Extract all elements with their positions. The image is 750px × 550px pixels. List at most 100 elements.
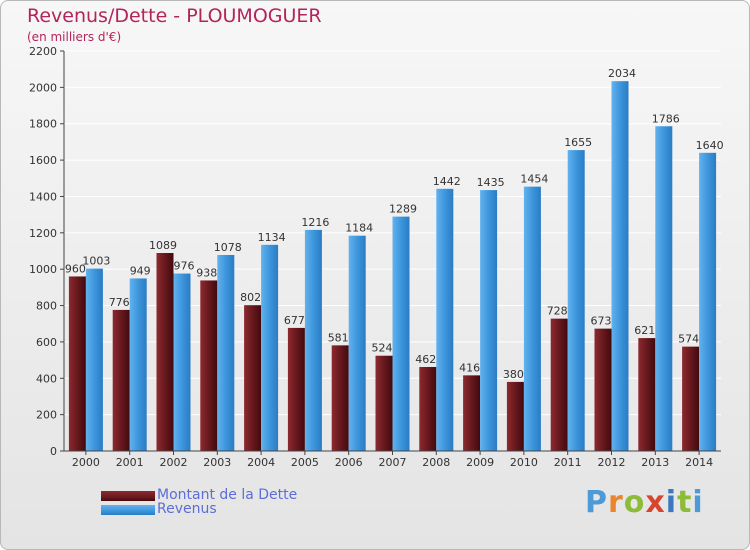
y-tick-label-200: 200 [36, 409, 57, 422]
value-label-debt-2005: 677 [284, 314, 305, 327]
y-tick-label-400: 400 [36, 372, 57, 385]
value-label-revenue-2000: 1003 [82, 255, 110, 268]
value-label-debt-2003: 938 [196, 266, 217, 279]
y-tick-label-1800: 1800 [29, 118, 57, 131]
y-tick-label-1200: 1200 [29, 227, 57, 240]
bar-revenue-2013 [655, 126, 673, 451]
y-tick-label-2200: 2200 [29, 45, 57, 58]
value-label-debt-2014: 574 [678, 333, 699, 346]
value-label-debt-2008: 462 [415, 353, 436, 366]
bar-revenue-2009 [480, 190, 498, 451]
value-label-revenue-2004: 1134 [258, 231, 286, 244]
value-label-revenue-2010: 1454 [520, 173, 548, 186]
value-label-revenue-2007: 1289 [389, 203, 417, 216]
x-tick-label-2011: 2011 [554, 456, 582, 469]
logo-letter: r [608, 485, 624, 520]
value-label-debt-2013: 621 [634, 324, 655, 337]
bar-revenue-2007 [392, 216, 410, 451]
value-label-debt-2010: 380 [503, 368, 524, 381]
bar-debt-2008 [419, 367, 437, 451]
value-label-revenue-2009: 1435 [477, 176, 505, 189]
x-tick-label-2008: 2008 [422, 456, 450, 469]
value-label-debt-2004: 802 [240, 291, 261, 304]
value-label-debt-2009: 416 [459, 361, 480, 374]
value-label-revenue-2006: 1184 [345, 222, 373, 235]
bar-revenue-2010 [523, 186, 541, 452]
bar-revenue-2004 [261, 244, 279, 451]
chart-title: Revenus/Dette - PLOUMOGUER [27, 5, 322, 27]
bar-revenue-2012 [611, 81, 629, 451]
value-label-revenue-2001: 949 [130, 264, 151, 277]
x-tick-label-2002: 2002 [160, 456, 188, 469]
bar-revenue-2000 [85, 268, 103, 451]
value-label-debt-2002: 1089 [149, 239, 177, 252]
y-tick-label-1000: 1000 [29, 263, 57, 276]
logo-letter: P [585, 485, 608, 520]
bar-debt-2004 [244, 305, 262, 451]
y-tick-label-0: 0 [50, 445, 57, 458]
bar-debt-2003 [200, 280, 218, 451]
x-tick-label-2012: 2012 [598, 456, 626, 469]
bar-debt-2011 [550, 318, 568, 451]
x-tick-label-2006: 2006 [335, 456, 363, 469]
x-tick-label-2010: 2010 [510, 456, 538, 469]
value-label-revenue-2012: 2034 [608, 67, 636, 80]
x-tick-label-2007: 2007 [379, 456, 407, 469]
value-label-debt-2006: 581 [328, 331, 349, 344]
legend-swatch-debt [101, 491, 155, 501]
value-label-revenue-2003: 1078 [214, 241, 242, 254]
bar-debt-2000 [68, 276, 86, 451]
x-tick-label-2005: 2005 [291, 456, 319, 469]
x-tick-label-2014: 2014 [685, 456, 713, 469]
value-label-revenue-2013: 1786 [652, 112, 680, 125]
bar-revenue-2005 [304, 229, 322, 451]
legend-label-debt: Montant de la Dette [157, 487, 298, 503]
x-tick-label-2000: 2000 [72, 456, 100, 469]
bar-debt-2010 [506, 381, 524, 451]
value-label-revenue-2002: 976 [174, 260, 195, 273]
bar-debt-2012 [594, 328, 612, 451]
value-label-revenue-2005: 1216 [301, 216, 329, 229]
x-tick-label-2009: 2009 [466, 456, 494, 469]
legend-swatch-revenue [101, 505, 155, 515]
bar-revenue-2006 [348, 235, 366, 451]
bar-debt-2001 [112, 309, 130, 451]
logo-letter: o [623, 485, 646, 520]
y-tick-label-1400: 1400 [29, 190, 57, 203]
bar-debt-2005 [287, 327, 305, 451]
value-label-debt-2012: 673 [591, 315, 612, 328]
y-tick-label-800: 800 [36, 300, 57, 313]
legend-label-revenue: Revenus [157, 501, 217, 517]
x-tick-label-2001: 2001 [116, 456, 144, 469]
value-label-revenue-2014: 1640 [696, 139, 724, 152]
x-tick-label-2013: 2013 [641, 456, 669, 469]
x-tick-label-2003: 2003 [203, 456, 231, 469]
x-tick-label-2004: 2004 [247, 456, 275, 469]
logo-letter: t [677, 485, 693, 520]
logo-letter: x [645, 485, 666, 520]
bar-debt-2009 [463, 375, 481, 451]
y-tick-label-2000: 2000 [29, 81, 57, 94]
bar-revenue-2001 [129, 278, 147, 451]
bar-revenue-2002 [173, 273, 191, 451]
value-label-debt-2000: 960 [65, 262, 86, 275]
y-tick-label-1600: 1600 [29, 154, 57, 167]
logo-letter: i [692, 485, 704, 520]
logo-letter: i [665, 485, 678, 520]
bar-debt-2002 [156, 253, 174, 451]
bar-revenue-2014 [699, 152, 717, 451]
bar-revenue-2008 [436, 188, 454, 451]
bar-revenue-2003 [217, 255, 235, 451]
value-label-debt-2007: 524 [372, 342, 393, 355]
y-tick-label-600: 600 [36, 336, 57, 349]
chart-subtitle: (en milliers d'€) [27, 30, 122, 44]
bar-debt-2007 [375, 355, 393, 451]
value-label-revenue-2008: 1442 [433, 175, 461, 188]
bar-debt-2014 [682, 346, 700, 451]
bar-debt-2013 [638, 338, 656, 451]
value-label-debt-2001: 776 [109, 296, 130, 309]
value-label-debt-2011: 728 [547, 305, 568, 318]
bar-debt-2006 [331, 345, 349, 451]
